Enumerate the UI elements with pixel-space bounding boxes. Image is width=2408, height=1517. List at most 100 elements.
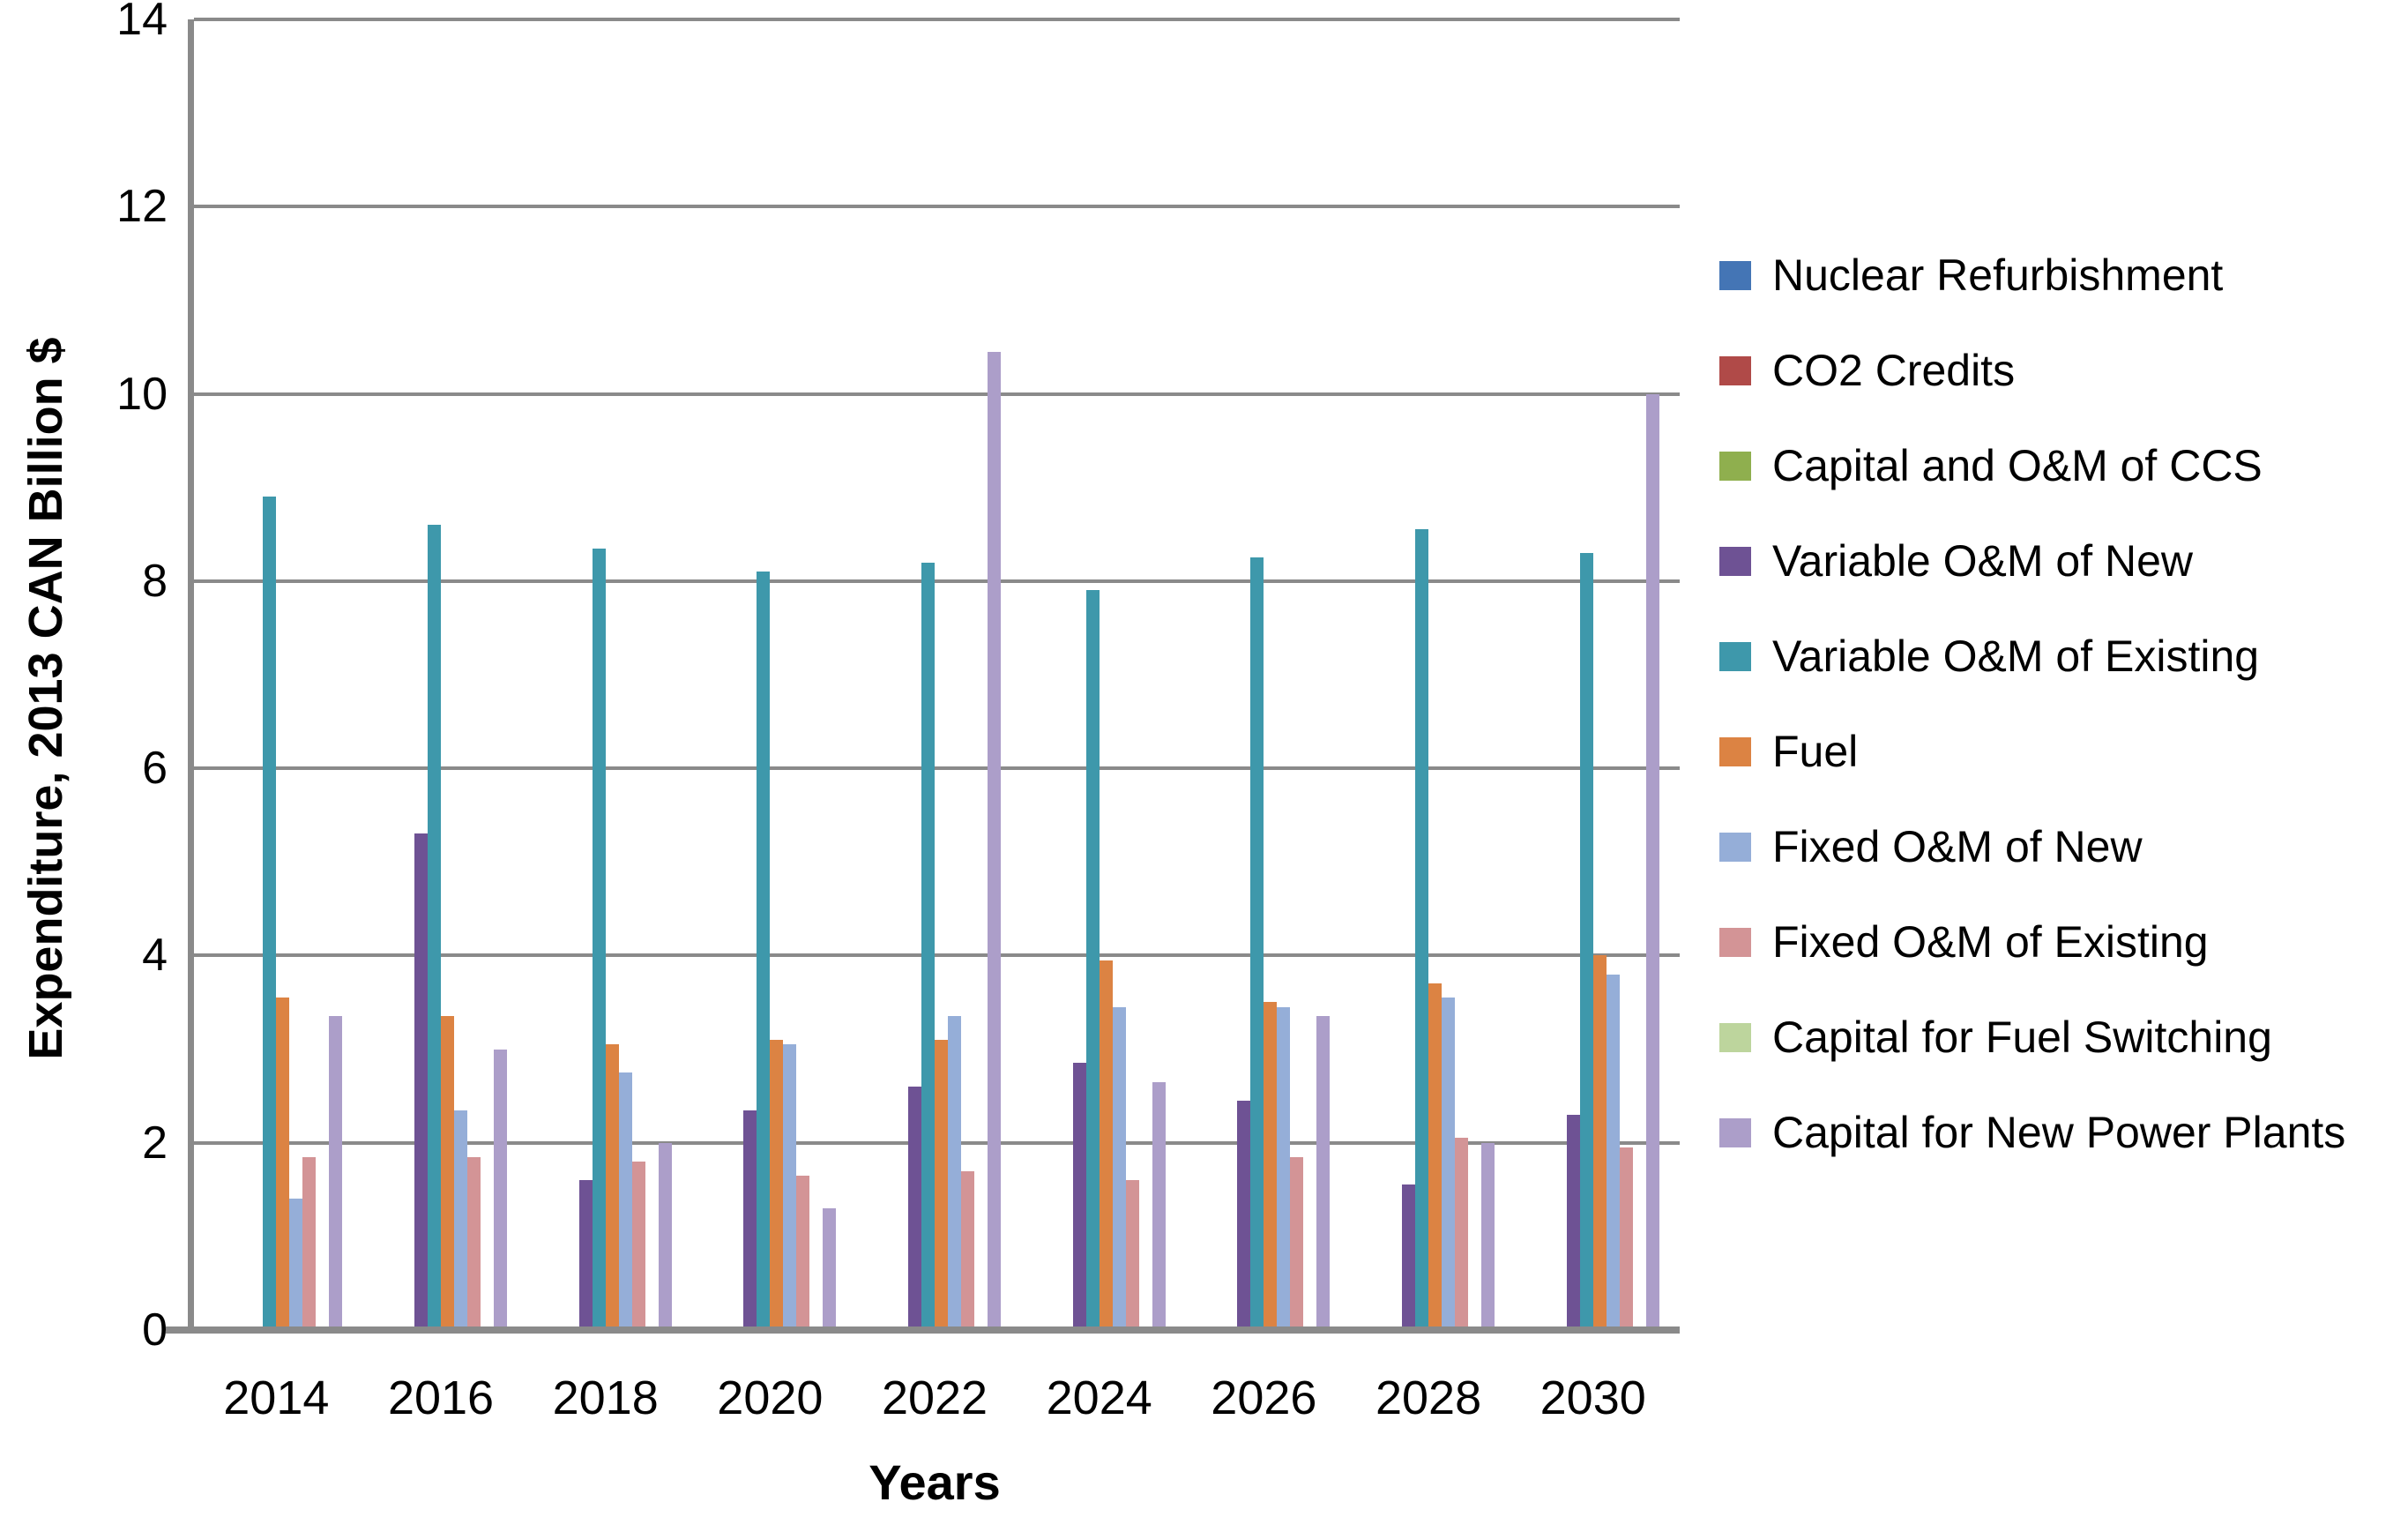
legend-item-fixed-o-m-of-new: Fixed O&M of New [1719,799,2345,894]
bar-2020-fixed-o-m-of-new [783,1044,797,1330]
bar-2014-variable-o-m-of-existing [263,497,277,1330]
bar-2018-fuel [605,1044,619,1330]
legend: Nuclear Refurbishment CO2 Credits Capital … [1719,228,2345,1180]
bar-2026-fixed-o-m-of-new [1277,1007,1291,1330]
y-tick-label-10: 10 [116,368,168,420]
legend-label-co2-credits: CO2 Credits [1772,346,2016,395]
bar-2024-variable-o-m-of-existing [1085,590,1100,1330]
bar-2028-fuel [1428,983,1443,1330]
bar-2028-fixed-o-m-of-new [1442,998,1456,1330]
x-axis-line [166,1326,1680,1334]
gridline-y-4 [194,953,1680,958]
legend-swatch-nuclear-refurbishment [1719,260,1751,290]
legend-label-fixed-o-m-of-existing: Fixed O&M of Existing [1772,917,2209,967]
bar-group-2030 [1510,19,1675,1330]
legend-item-fixed-o-m-of-existing: Fixed O&M of Existing [1719,894,2345,990]
bar-2028-variable-o-m-of-new [1402,1184,1416,1330]
legend-item-nuclear-refurbishment: Nuclear Refurbishment [1719,228,2345,323]
gridline-y-10 [194,392,1680,396]
x-axis-labels: 2014 2016 2018 2020 2022 2024 2026 2028 2030 [194,1369,1675,1427]
bar-group-2026 [1182,19,1346,1330]
legend-item-variable-o-m-of-existing: Variable O&M of Existing [1719,609,2345,704]
bar-2020-variable-o-m-of-new [743,1110,757,1330]
legend-label-nuclear-refurbishment: Nuclear Refurbishment [1772,250,2224,300]
y-tick-label-0: 0 [142,1304,168,1356]
x-tick-label-2028: 2028 [1375,1371,1482,1424]
bar-2030-fixed-o-m-of-new [1606,975,1620,1330]
bar-2022-variable-o-m-of-new [908,1087,922,1330]
bar-2014-fixed-o-m-of-existing [302,1157,317,1330]
bar-2016-variable-o-m-of-existing [428,525,441,1330]
y-tick-label-4: 4 [142,930,168,982]
x-tick-label-2024: 2024 [1046,1371,1152,1424]
bar-2028-variable-o-m-of-existing [1415,529,1429,1330]
bar-2018-variable-o-m-of-existing [592,549,606,1330]
bar-2028-fixed-o-m-of-existing [1455,1138,1469,1330]
bar-2026-capital-for-new-power-plants [1316,1016,1331,1330]
bar-2020-fuel [770,1040,784,1330]
bar-group-2028 [1346,19,1511,1330]
x-tick-label-2020: 2020 [717,1371,824,1424]
bar-2016-capital-for-new-power-plants [494,1050,507,1330]
legend-swatch-capital-and-o-m-of-ccs [1719,451,1751,481]
bar-2022-variable-o-m-of-existing [921,563,936,1330]
legend-swatch-fixed-o-m-of-new [1719,832,1751,862]
legend-swatch-capital-for-fuel-switching [1719,1022,1751,1052]
bar-2026-fixed-o-m-of-existing [1290,1157,1304,1330]
gridline-y-8 [194,579,1680,583]
bar-group-2024 [1017,19,1182,1330]
legend-swatch-fuel [1719,736,1751,766]
bar-2014-capital-for-new-power-plants [329,1016,343,1330]
bar-2020-variable-o-m-of-existing [757,572,771,1330]
bar-group-2020 [688,19,853,1330]
y-tick-label-6: 6 [142,743,168,795]
gridline-y-12 [194,205,1680,209]
x-tick-label-2022: 2022 [881,1371,988,1424]
bar-2014-fuel [276,998,290,1330]
y-axis-line [188,19,194,1334]
legend-label-fixed-o-m-of-new: Fixed O&M of New [1772,822,2143,871]
bar-group-2022 [853,19,1018,1330]
bar-2024-fixed-o-m-of-new [1112,1007,1126,1330]
bar-2026-fuel [1264,1002,1278,1330]
bar-2024-variable-o-m-of-new [1072,1063,1086,1330]
bar-2024-fuel [1099,960,1113,1330]
gridline-y-14 [194,18,1680,21]
legend-label-capital-for-new-power-plants: Capital for New Power Plants [1772,1108,2346,1157]
bar-2030-capital-for-new-power-plants [1645,394,1659,1330]
legend-item-capital-for-fuel-switching: Capital for Fuel Switching [1719,990,2345,1085]
bar-2016-fixed-o-m-of-existing [467,1157,481,1330]
legend-label-capital-for-fuel-switching: Capital for Fuel Switching [1772,1013,2272,1062]
legend-item-co2-credits: CO2 Credits [1719,323,2345,418]
plot-area [166,18,1680,1334]
legend-item-variable-o-m-of-new: Variable O&M of New [1719,513,2345,609]
bar-2022-fuel [935,1040,949,1330]
y-tick-label-2: 2 [142,1117,168,1169]
bar-2014-fixed-o-m-of-new [289,1199,303,1330]
bar-2018-capital-for-new-power-plants [658,1143,672,1330]
bar-2018-variable-o-m-of-new [578,1180,593,1330]
legend-swatch-co2-credits [1719,355,1751,385]
x-tick-label-2026: 2026 [1211,1371,1317,1424]
legend-label-capital-and-o-m-of-ccs: Capital and O&M of CCS [1772,441,2263,490]
legend-swatch-variable-o-m-of-existing [1719,641,1751,671]
y-tick-label-14: 14 [116,0,168,45]
legend-swatch-variable-o-m-of-new [1719,546,1751,576]
legend-item-fuel: Fuel [1719,704,2345,799]
bar-2016-variable-o-m-of-new [414,833,428,1330]
legend-item-capital-and-o-m-of-ccs: Capital and O&M of CCS [1719,418,2345,513]
bar-2028-capital-for-new-power-plants [1481,1143,1495,1330]
bar-group-2014 [194,19,359,1330]
bar-2030-variable-o-m-of-existing [1579,553,1593,1330]
legend-label-variable-o-m-of-new: Variable O&M of New [1772,536,2194,586]
bar-2022-fixed-o-m-of-existing [961,1171,975,1330]
legend-label-variable-o-m-of-existing: Variable O&M of Existing [1772,631,2260,681]
bar-2024-fixed-o-m-of-existing [1125,1180,1139,1330]
bar-2022-fixed-o-m-of-new [948,1016,962,1330]
gridline-y-6 [194,766,1680,771]
bar-group-2018 [523,19,688,1330]
bar-group-2016 [359,19,524,1330]
x-tick-label-2030: 2030 [1539,1371,1646,1424]
bar-2022-capital-for-new-power-plants [988,352,1002,1330]
